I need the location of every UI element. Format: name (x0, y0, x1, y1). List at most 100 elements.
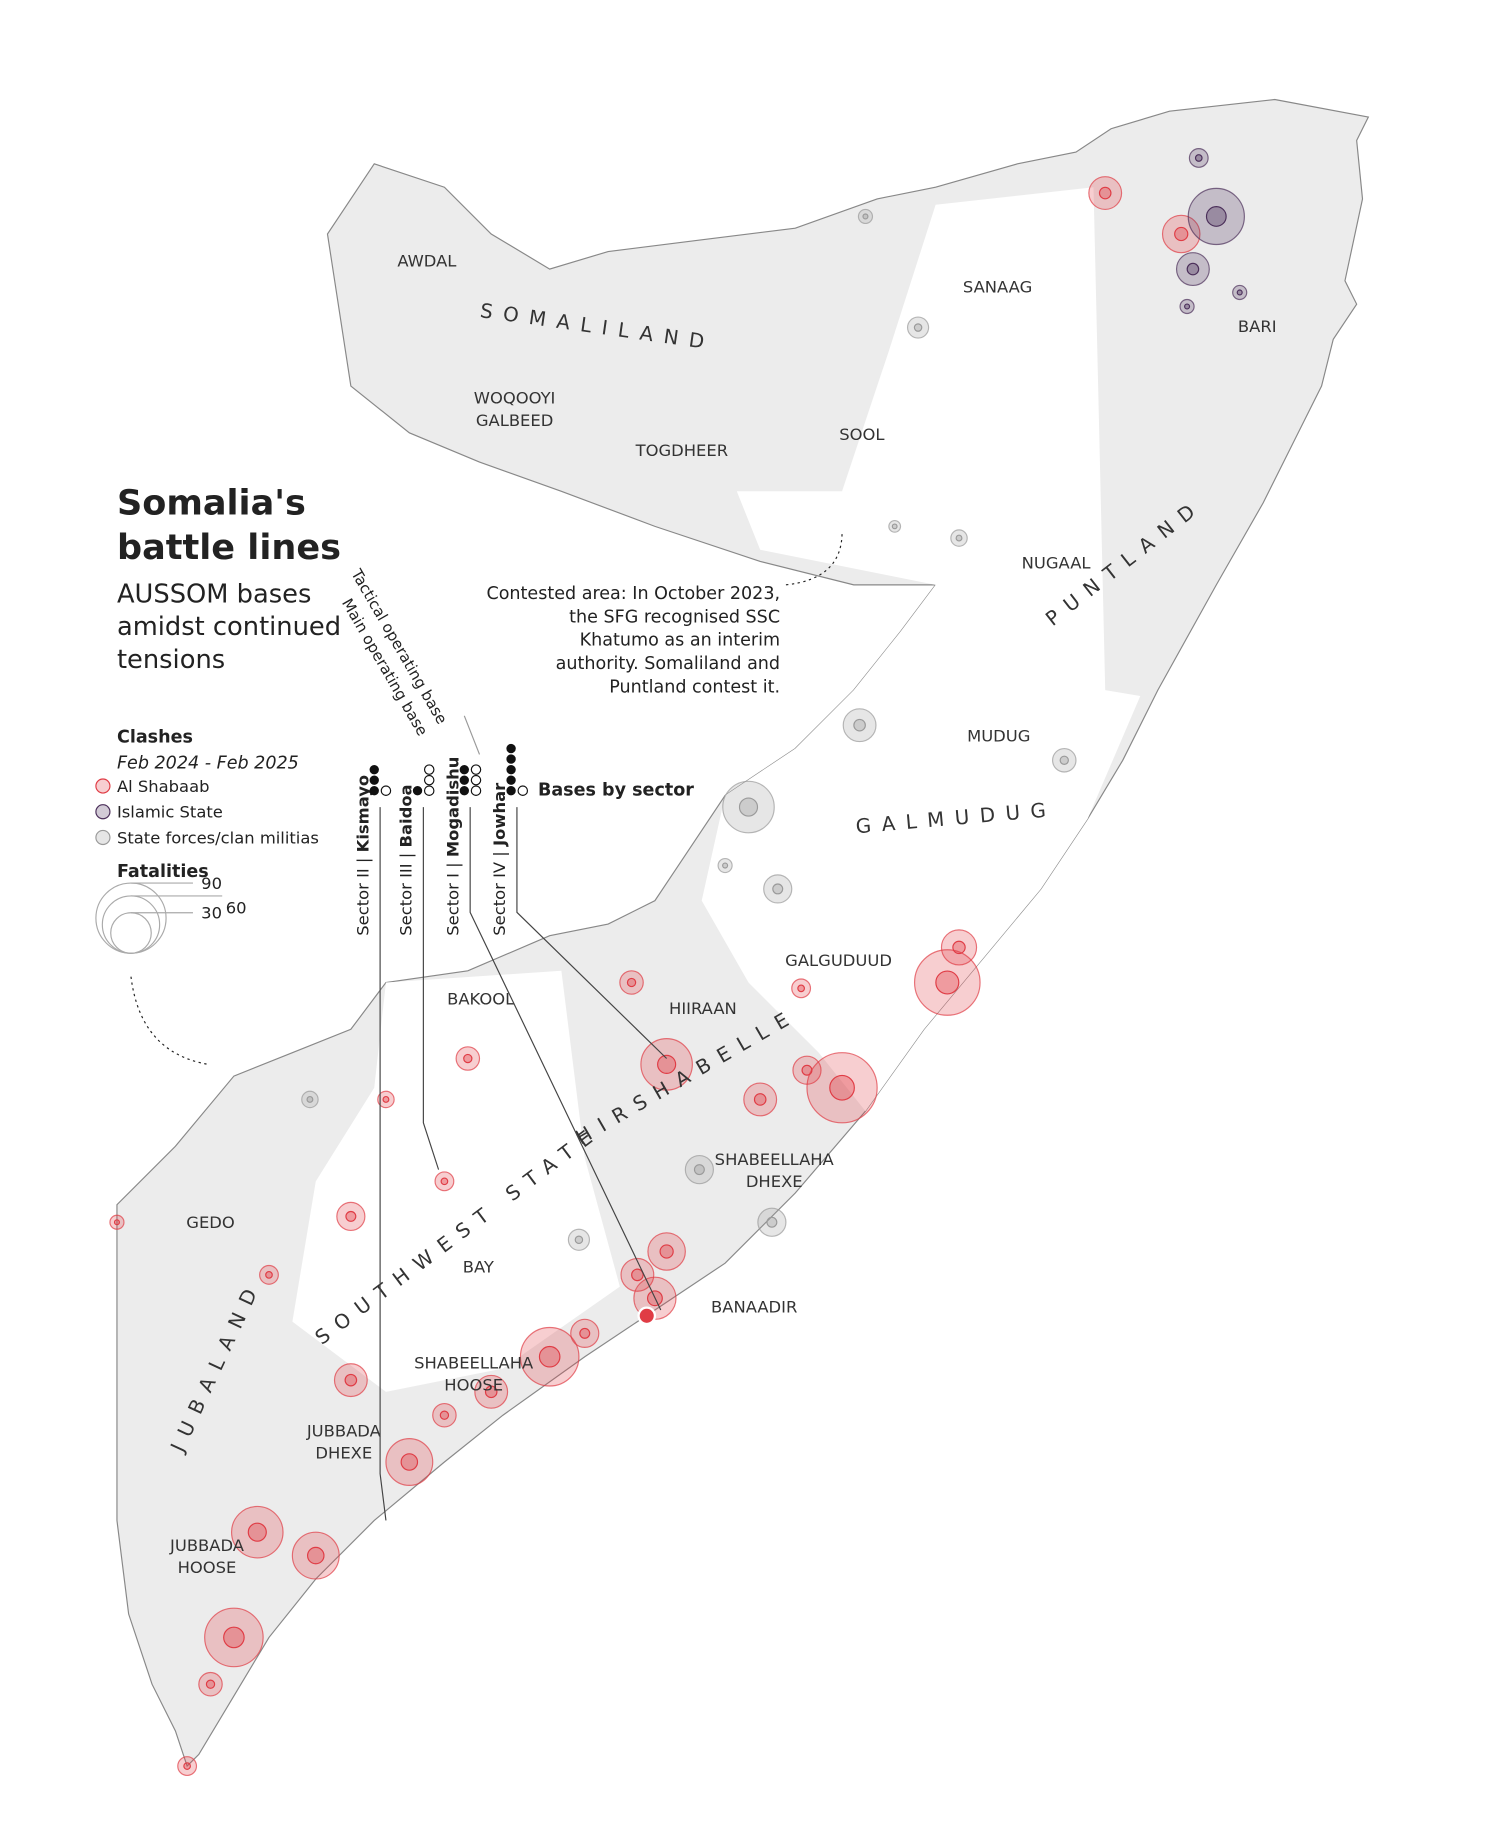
tactical-base (423, 764, 435, 775)
clash-marker (1187, 187, 1245, 246)
clash-marker (570, 1318, 600, 1348)
main-base (506, 764, 516, 775)
clash-marker (640, 1038, 693, 1091)
sector-name: Sector IV (490, 861, 509, 936)
clash-marker (259, 1264, 279, 1285)
clash-marker (842, 708, 877, 743)
clash-marker (772, 883, 784, 895)
clash-marker (567, 1228, 591, 1251)
region-label: BAY (463, 1258, 495, 1277)
clash-marker (1051, 748, 1077, 773)
clash-marker (345, 1210, 357, 1222)
annotation-arrow (785, 532, 843, 586)
clash-marker (1098, 186, 1112, 200)
clash-marker (344, 1373, 358, 1387)
region-label: HIIRAAN (669, 999, 737, 1018)
tactical-base (517, 785, 529, 796)
clash-marker (223, 1626, 245, 1649)
region-label-line: WOQOOYI (474, 389, 556, 408)
clash-marker (952, 940, 966, 955)
clash-marker (538, 1345, 561, 1368)
clash-marker (204, 1607, 264, 1668)
clash-marker (434, 1171, 455, 1192)
main-base (459, 764, 469, 775)
region-label: BAKOOL (447, 990, 515, 1009)
clash-marker (1232, 284, 1248, 301)
clash-marker (829, 1074, 855, 1101)
region-label-line: BAY (463, 1258, 495, 1277)
main-base (506, 743, 516, 754)
annotation: Contested area: In October 2023, the SFG … (486, 584, 780, 698)
clash-marker (722, 780, 775, 834)
clash-marker (205, 1679, 216, 1689)
sector-city: Baidoa (397, 784, 416, 847)
tactical-base (470, 764, 482, 775)
region-label-line: BARI (1238, 317, 1277, 336)
clash-marker (620, 1257, 655, 1292)
clash-marker (906, 316, 930, 339)
clash-marker (853, 718, 866, 732)
clash-marker (579, 1327, 591, 1339)
sector-label: Sector I | Mogadishu (443, 757, 462, 936)
title: Somalia's battle lines (117, 483, 341, 568)
clash-marker (484, 1385, 498, 1399)
legend-leader (463, 715, 481, 755)
sector-leader (422, 807, 440, 1170)
clash-marker (801, 1064, 813, 1076)
region-label-line: GALGUDUUD (785, 951, 892, 970)
clash-marker (913, 323, 923, 332)
clash-marker (183, 1762, 191, 1770)
main-base (506, 786, 516, 796)
clash-marker (955, 534, 963, 542)
clash-marker (1184, 303, 1191, 310)
clash-marker (791, 978, 812, 999)
clash-marker (657, 1054, 677, 1074)
region-label: SANAAG (963, 277, 1032, 296)
clash-marker (177, 1756, 198, 1777)
tactical-base (423, 774, 435, 786)
clash-marker (291, 1531, 340, 1580)
region-label-line: SANAAG (963, 277, 1032, 296)
region-label: AWDAL (397, 252, 457, 271)
capital-marker (637, 1306, 657, 1326)
region-label-line: SOOL (839, 425, 885, 444)
sector-name: Sector I (443, 873, 462, 936)
white-southwest (292, 970, 620, 1392)
region-label-line: DHEXE (746, 1172, 803, 1191)
main-base (459, 775, 469, 785)
clash-marker (1188, 148, 1209, 168)
sector-leader (469, 807, 662, 1311)
sector-city: Kismayo (353, 775, 372, 853)
region-label-line: MUDUG (967, 727, 1030, 746)
region-label-line: HIIRAAN (669, 999, 737, 1018)
region-label-line: AWDAL (397, 252, 457, 271)
main-base (369, 786, 379, 796)
legend-title: Clashes (117, 728, 193, 748)
main-base (412, 786, 423, 796)
clash-marker (1161, 214, 1201, 254)
clash-marker (913, 949, 981, 1016)
main-base (459, 786, 469, 796)
clash-marker (619, 970, 644, 995)
region-label: BANAADIR (711, 1297, 797, 1316)
clash-marker (647, 1232, 686, 1271)
clash-marker (757, 1207, 787, 1237)
region-label: SHABEELLAHA DHEXE (715, 1150, 835, 1191)
clash-marker (1236, 289, 1243, 296)
clash-marker (265, 1271, 273, 1279)
region-label: GEDO (186, 1213, 235, 1232)
legend-label: Islamic State (117, 803, 223, 822)
fatalities-circle (95, 882, 167, 954)
tactical-base (380, 785, 392, 796)
clash-marker (693, 1164, 705, 1176)
fatalities-label: 30 (201, 904, 222, 923)
main-base (369, 775, 379, 785)
legend-swatch (95, 804, 111, 820)
region-label-line: BAKOOL (447, 990, 515, 1009)
legend-label: Al Shabaab (117, 777, 210, 796)
clash-marker (519, 1326, 580, 1387)
region-label-line: HOOSE (444, 1376, 503, 1395)
clash-marker (792, 1055, 822, 1085)
clash-marker (474, 1374, 509, 1409)
